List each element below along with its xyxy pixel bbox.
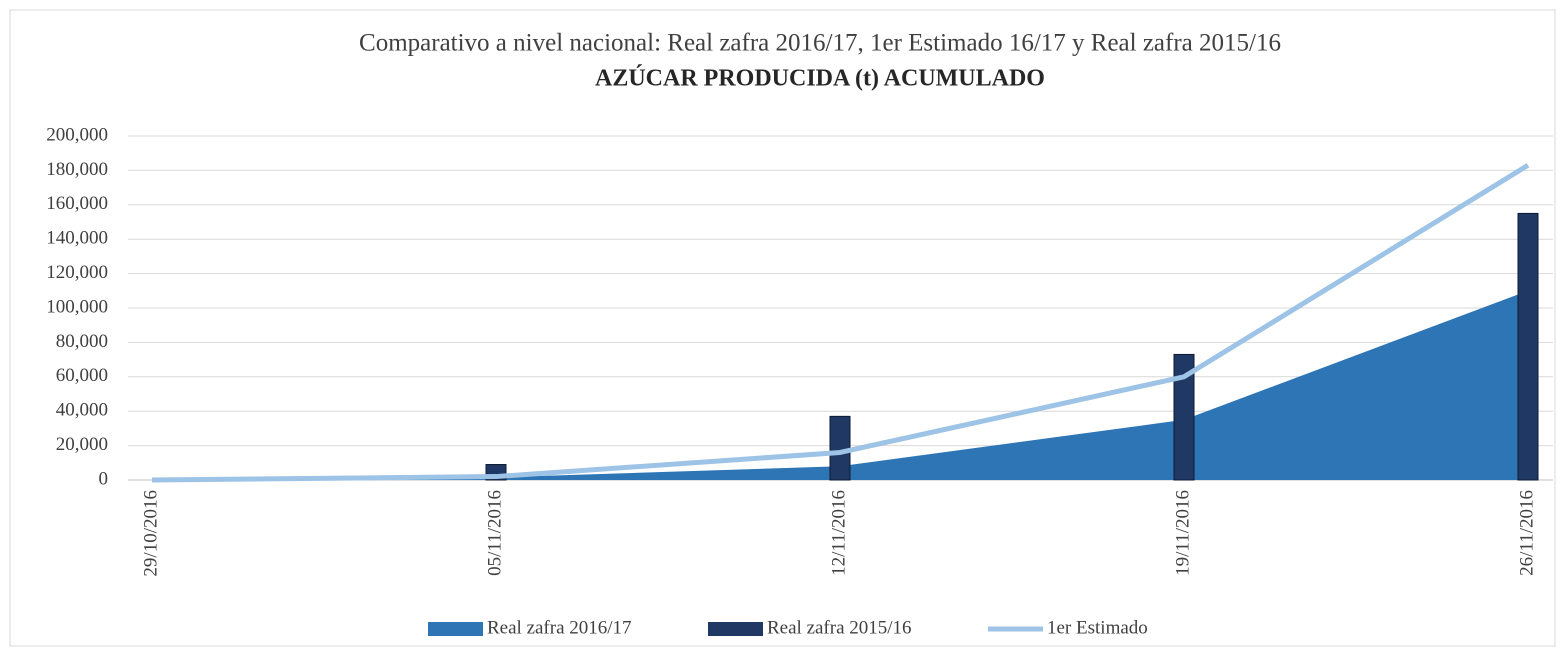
- y-tick-label: 20,000: [56, 434, 108, 455]
- y-tick-label: 140,000: [46, 228, 108, 249]
- chart-subtitle: AZÚCAR PRODUCIDA (t) ACUMULADO: [595, 66, 1045, 92]
- chart-frame: [9, 9, 1556, 647]
- bar: [1173, 353, 1195, 481]
- x-tick-label: 05/11/2016: [484, 490, 505, 576]
- legend-label: 1er Estimado: [1047, 617, 1148, 638]
- y-tick-label: 60,000: [56, 365, 108, 386]
- legend-label: Real zafra 2015/16: [767, 617, 912, 638]
- bar: [829, 415, 851, 481]
- chart-title: Comparativo a nivel nacional: Real zafra…: [359, 30, 1281, 57]
- bar: [1517, 212, 1539, 481]
- y-tick-label: 100,000: [46, 296, 108, 317]
- y-tick-label: 0: [99, 468, 109, 489]
- y-tick-label: 120,000: [46, 262, 108, 283]
- y-tick-label: 200,000: [46, 124, 108, 145]
- x-tick-label: 26/11/2016: [1516, 490, 1537, 576]
- legend-label: Real zafra 2016/17: [487, 617, 632, 638]
- legend-swatch: [708, 622, 763, 636]
- y-tick-label: 180,000: [46, 159, 108, 180]
- x-tick-label: 29/10/2016: [140, 490, 161, 577]
- y-tick-label: 80,000: [56, 331, 108, 352]
- y-tick-label: 160,000: [46, 193, 108, 214]
- y-tick-label: 40,000: [56, 400, 108, 421]
- x-tick-label: 12/11/2016: [828, 490, 849, 576]
- legend-swatch: [428, 622, 483, 636]
- line: [151, 163, 1530, 483]
- x-tick-label: 19/11/2016: [1172, 490, 1193, 576]
